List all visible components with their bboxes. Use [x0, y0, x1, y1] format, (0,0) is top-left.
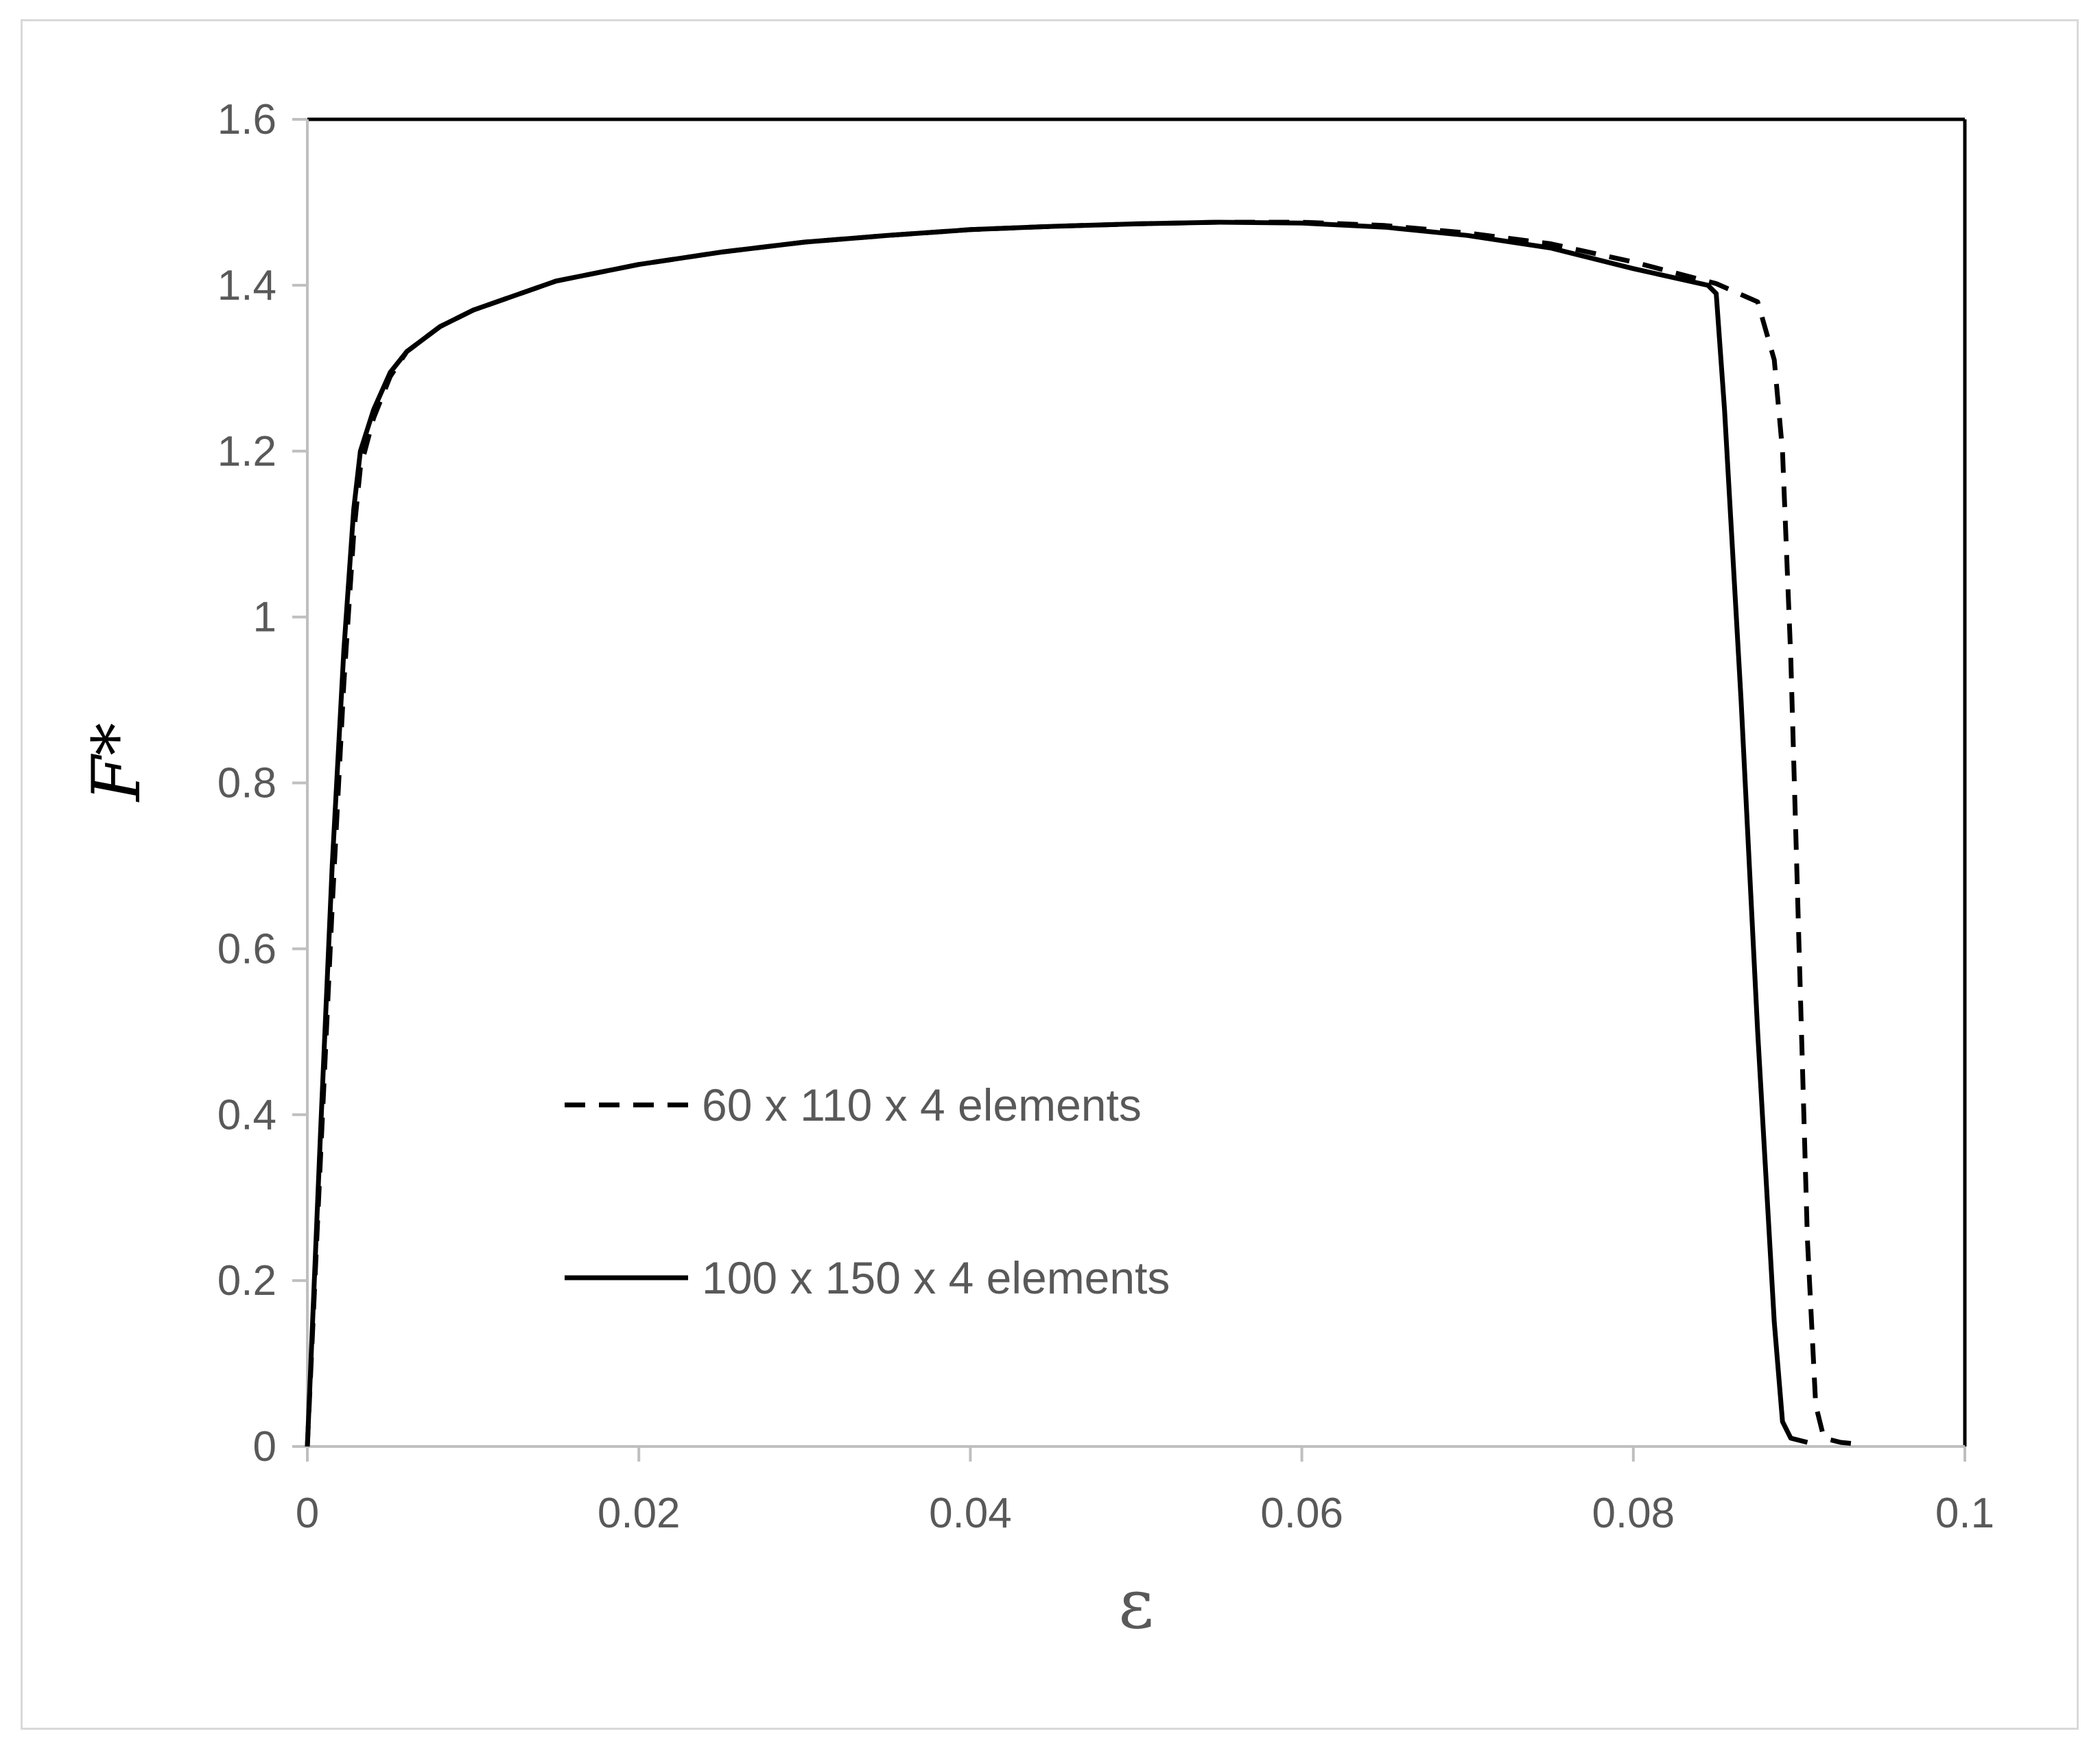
chart-svg: 0 0.2 0.4 0.6 0.8 1 1.2 1.4 1.6 0 0.02 0.04 0.06 0.08… [78, 96, 1994, 1644]
y-tick-label: 0.2 [217, 1257, 276, 1305]
y-tick-label: 1.6 [217, 96, 276, 143]
x-axis-title: ε [1118, 1564, 1154, 1644]
series-line-1 [305, 219, 1858, 1447]
y-axis-title: F* [78, 723, 155, 803]
y-tick-label: 0.6 [217, 925, 276, 973]
y-tick-label: 0.8 [217, 760, 276, 807]
x-tick-label: 0.06 [1260, 1490, 1343, 1537]
legend-label-1: 60 x 110 x 4 elements [702, 1080, 1142, 1130]
x-tick-label: 0.04 [929, 1490, 1012, 1537]
series-line-2 [305, 219, 1808, 1447]
y-tick-label: 1.4 [217, 262, 276, 309]
y-tick-label: 1.2 [217, 428, 276, 475]
axes: 0 0.2 0.4 0.6 0.8 1 1.2 1.4 1.6 0 0.02 0.04 0.06 0.08… [217, 96, 1994, 1537]
y-tick-label: 1 [253, 594, 276, 641]
plot-border [307, 117, 1967, 1446]
x-tick-label: 0 [296, 1490, 319, 1537]
chart-frame: 0 0.2 0.4 0.6 0.8 1 1.2 1.4 1.6 0 0.02 0.04 0.06 0.08… [21, 19, 2079, 1730]
legend-label-2: 100 x 150 x 4 elements [702, 1252, 1170, 1303]
y-tick-label: 0.4 [217, 1091, 276, 1139]
y-tick-label: 0 [253, 1423, 276, 1470]
legend: 60 x 110 x 4 elements 100 x 150 x 4 eleme… [565, 1080, 1170, 1303]
x-tick-label: 0.1 [1935, 1490, 1994, 1537]
x-tick-label: 0.08 [1592, 1490, 1675, 1537]
x-tick-label: 0.02 [598, 1490, 681, 1537]
series-group [305, 219, 1858, 1447]
